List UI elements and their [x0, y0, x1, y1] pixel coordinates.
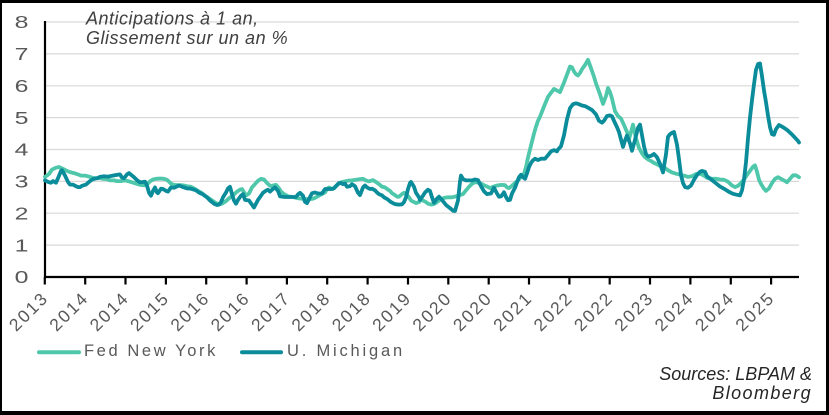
svg-text:Bloomberg: Bloomberg: [712, 383, 812, 403]
svg-text:Sources: LBPAM &: Sources: LBPAM &: [659, 364, 812, 384]
svg-text:0: 0: [15, 268, 29, 288]
svg-text:Glissement sur un an %: Glissement sur un an %: [86, 28, 288, 48]
svg-text:Fed New York: Fed New York: [84, 342, 218, 360]
svg-text:6: 6: [15, 77, 29, 97]
svg-text:7: 7: [15, 45, 29, 65]
svg-text:Anticipations à 1 an,: Anticipations à 1 an,: [85, 9, 259, 29]
svg-text:3: 3: [15, 172, 29, 192]
svg-text:1: 1: [15, 236, 29, 256]
svg-text:4: 4: [15, 140, 29, 160]
svg-text:U. Michigan: U. Michigan: [287, 342, 405, 360]
svg-text:2: 2: [15, 204, 29, 224]
svg-text:8: 8: [15, 13, 29, 33]
svg-text:5: 5: [15, 108, 29, 128]
